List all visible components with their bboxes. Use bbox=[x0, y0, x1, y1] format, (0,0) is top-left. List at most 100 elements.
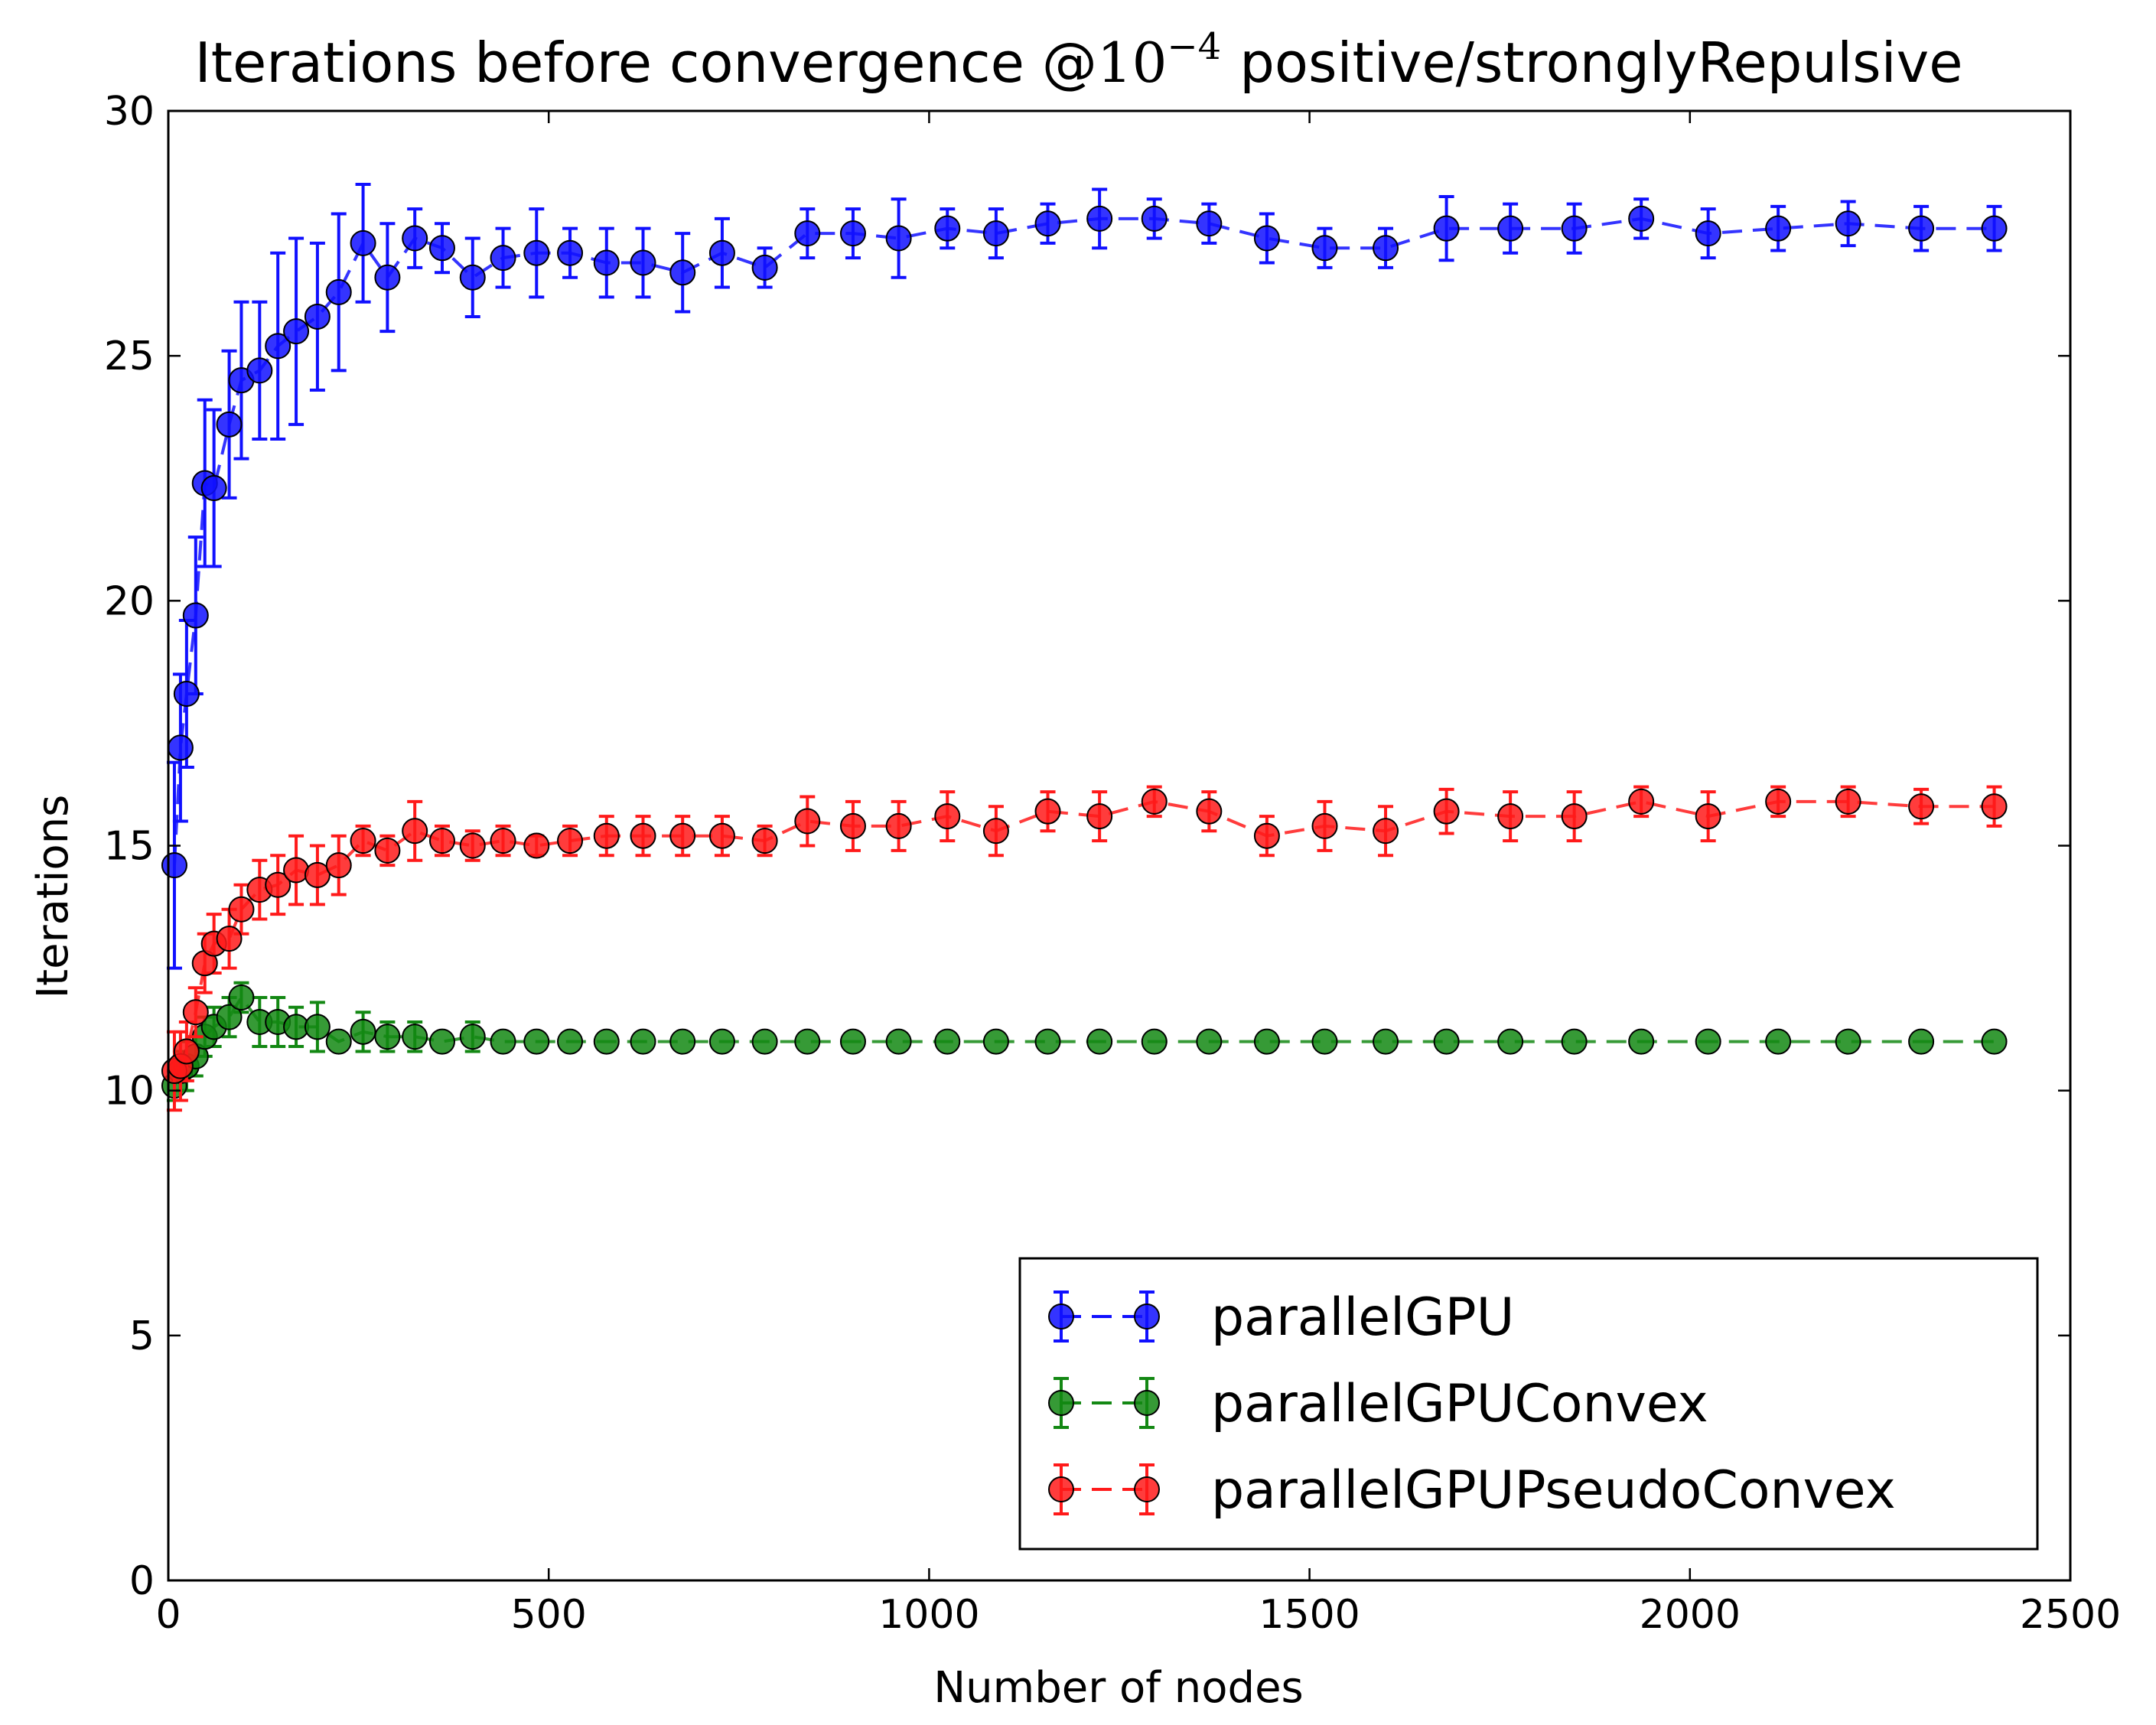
data-point bbox=[1141, 788, 1168, 815]
data-point bbox=[167, 734, 194, 761]
data-point bbox=[459, 264, 486, 291]
legend-entry: parallelGPUPseudoConvex bbox=[1048, 1460, 1896, 1521]
data-point bbox=[182, 602, 209, 629]
data-point bbox=[557, 239, 584, 266]
data-point bbox=[402, 225, 428, 252]
data-point bbox=[1497, 803, 1524, 830]
data-point bbox=[1086, 803, 1113, 830]
y-tick-label: 5 bbox=[129, 1313, 155, 1359]
data-point bbox=[1253, 1028, 1280, 1055]
legend-label: parallelGPUPseudoConvex bbox=[1211, 1460, 1896, 1521]
data-point bbox=[593, 822, 620, 849]
data-point bbox=[1765, 1028, 1792, 1055]
legend-marker bbox=[1134, 1304, 1160, 1330]
data-point bbox=[934, 803, 961, 830]
data-point bbox=[708, 822, 735, 849]
data-point bbox=[593, 1028, 620, 1055]
data-point bbox=[1628, 788, 1655, 815]
data-point bbox=[1433, 1028, 1460, 1055]
data-point bbox=[325, 278, 352, 305]
data-point bbox=[982, 220, 1009, 247]
data-point bbox=[751, 828, 778, 854]
x-tick-label: 500 bbox=[511, 1592, 587, 1638]
y-tick-label: 10 bbox=[104, 1069, 155, 1115]
data-point bbox=[161, 852, 187, 879]
data-point bbox=[325, 1028, 352, 1055]
data-point bbox=[228, 896, 255, 923]
data-point bbox=[428, 235, 455, 262]
x-tick-label: 2000 bbox=[1640, 1592, 1741, 1638]
data-point bbox=[1373, 818, 1399, 845]
data-point bbox=[283, 857, 310, 884]
data-point bbox=[1086, 1028, 1113, 1055]
data-point bbox=[402, 818, 428, 845]
data-point bbox=[1196, 798, 1223, 825]
data-point bbox=[459, 832, 486, 859]
data-point bbox=[350, 229, 376, 256]
data-point bbox=[200, 475, 227, 502]
data-point bbox=[304, 303, 331, 330]
legend-marker bbox=[1134, 1476, 1160, 1502]
data-point bbox=[751, 1028, 778, 1055]
data-point bbox=[228, 985, 255, 1011]
data-point bbox=[523, 832, 550, 859]
data-point bbox=[1433, 215, 1460, 242]
series-0 bbox=[161, 183, 2008, 970]
data-point bbox=[350, 1018, 376, 1045]
legend-label: parallelGPU bbox=[1211, 1287, 1514, 1348]
plot-layer: 0 500 1000 1500 2000 2500 0 5 10 15 20 25 30 parallel… bbox=[104, 89, 2121, 1638]
data-point bbox=[216, 926, 243, 952]
data-point bbox=[839, 812, 866, 839]
data-point bbox=[428, 828, 455, 854]
data-point bbox=[1561, 803, 1588, 830]
legend-marker bbox=[1048, 1304, 1074, 1330]
data-point bbox=[490, 245, 516, 272]
data-point bbox=[1908, 215, 1935, 242]
y-tick-label: 0 bbox=[129, 1558, 155, 1604]
data-point bbox=[1628, 1028, 1655, 1055]
legend-entry: parallelGPU bbox=[1048, 1287, 1514, 1348]
data-point bbox=[402, 1024, 428, 1050]
data-point bbox=[459, 1024, 486, 1050]
data-point bbox=[839, 1028, 866, 1055]
data-point bbox=[1311, 812, 1338, 839]
data-point bbox=[794, 220, 821, 247]
data-point bbox=[265, 333, 291, 360]
y-tick-label: 15 bbox=[104, 824, 155, 870]
data-point bbox=[325, 852, 352, 879]
data-point bbox=[1373, 1028, 1399, 1055]
data-point bbox=[839, 220, 866, 247]
data-point bbox=[1835, 1028, 1861, 1055]
data-point bbox=[1497, 1028, 1524, 1055]
data-point bbox=[669, 259, 696, 286]
data-point bbox=[283, 318, 310, 345]
data-point bbox=[934, 215, 961, 242]
data-point bbox=[1373, 235, 1399, 262]
data-point bbox=[246, 357, 273, 384]
title-suffix: positive/stronglyRepulsive bbox=[1239, 31, 1962, 95]
data-point bbox=[1433, 798, 1460, 825]
data-point bbox=[1196, 1028, 1223, 1055]
title-prefix: Iterations before convergence @ bbox=[195, 31, 1097, 95]
data-point bbox=[593, 249, 620, 276]
data-point bbox=[1253, 822, 1280, 849]
data-point bbox=[1561, 1028, 1588, 1055]
data-point bbox=[934, 1028, 961, 1055]
legend: parallelGPU parallelGPUConvex parallelGPUP… bbox=[1018, 1257, 2039, 1551]
data-point bbox=[1561, 215, 1588, 242]
x-tick-label: 0 bbox=[155, 1592, 181, 1638]
data-point bbox=[1908, 793, 1935, 820]
data-point bbox=[557, 828, 584, 854]
y-axis-label: Iterations bbox=[28, 795, 78, 999]
data-point bbox=[1695, 220, 1721, 247]
data-point bbox=[1695, 1028, 1721, 1055]
data-point bbox=[708, 239, 735, 266]
legend-box bbox=[1018, 1257, 2039, 1551]
y-tick-label: 20 bbox=[104, 578, 155, 624]
legend-entry: parallelGPUConvex bbox=[1048, 1374, 1708, 1434]
data-point bbox=[630, 822, 656, 849]
x-tick-label: 2500 bbox=[2020, 1592, 2121, 1638]
data-point bbox=[630, 1028, 656, 1055]
legend-marker bbox=[1048, 1390, 1074, 1416]
